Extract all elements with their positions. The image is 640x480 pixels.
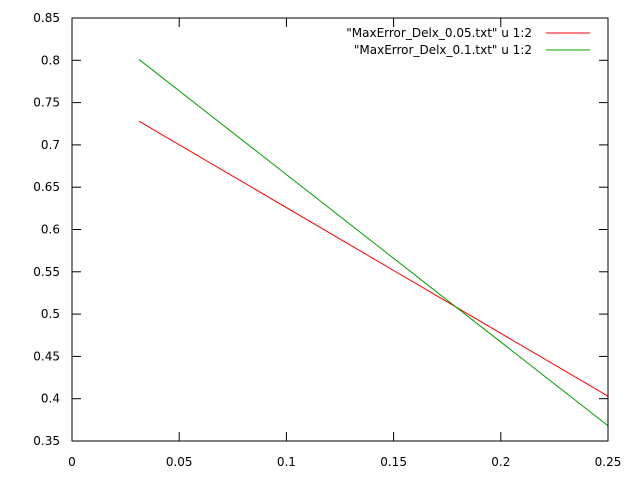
x-axis-tick-labels: 0 0.05 0.1 0.15 0.2 0.25 [68,455,621,469]
x-tick-label: 0.2 [491,455,510,469]
y-tick-label: 0.5 [41,307,60,321]
legend: "MaxError_Delx_0.05.txt" u 1:2 "MaxError_… [346,26,590,57]
series-line-2 [138,59,609,427]
y-tick-label: 0.55 [33,265,60,279]
plot-area-border [71,17,609,442]
y-tick-label: 0.8 [41,53,60,67]
y-tick-label: 0.75 [33,96,60,110]
x-tick-label: 0 [68,455,76,469]
y-tick-label: 0.6 [41,223,60,237]
series-line-1 [138,120,609,397]
series-lines [138,59,609,427]
x-tick-label: 0.15 [380,455,407,469]
y-tick-label: 0.7 [41,138,60,152]
x-tick-label: 0.25 [595,455,622,469]
y-tick-label: 0.4 [41,392,60,406]
y-tick-label: 0.65 [33,180,60,194]
y-tick-label: 0.45 [33,349,60,363]
y-axis-tick-labels: 0.35 0.4 0.45 0.5 0.55 0.6 0.65 0.7 0.75 0.8 0.85 [33,11,60,448]
y-tick-label: 0.85 [33,11,60,25]
x-tick-label: 0.1 [277,455,296,469]
x-tick-label: 0.05 [166,455,193,469]
legend-label-2: "MaxError_Delx_0.1.txt" u 1:2 [354,43,532,57]
y-tick-label: 0.35 [33,434,60,448]
legend-label-1: "MaxError_Delx_0.05.txt" u 1:2 [346,26,532,40]
